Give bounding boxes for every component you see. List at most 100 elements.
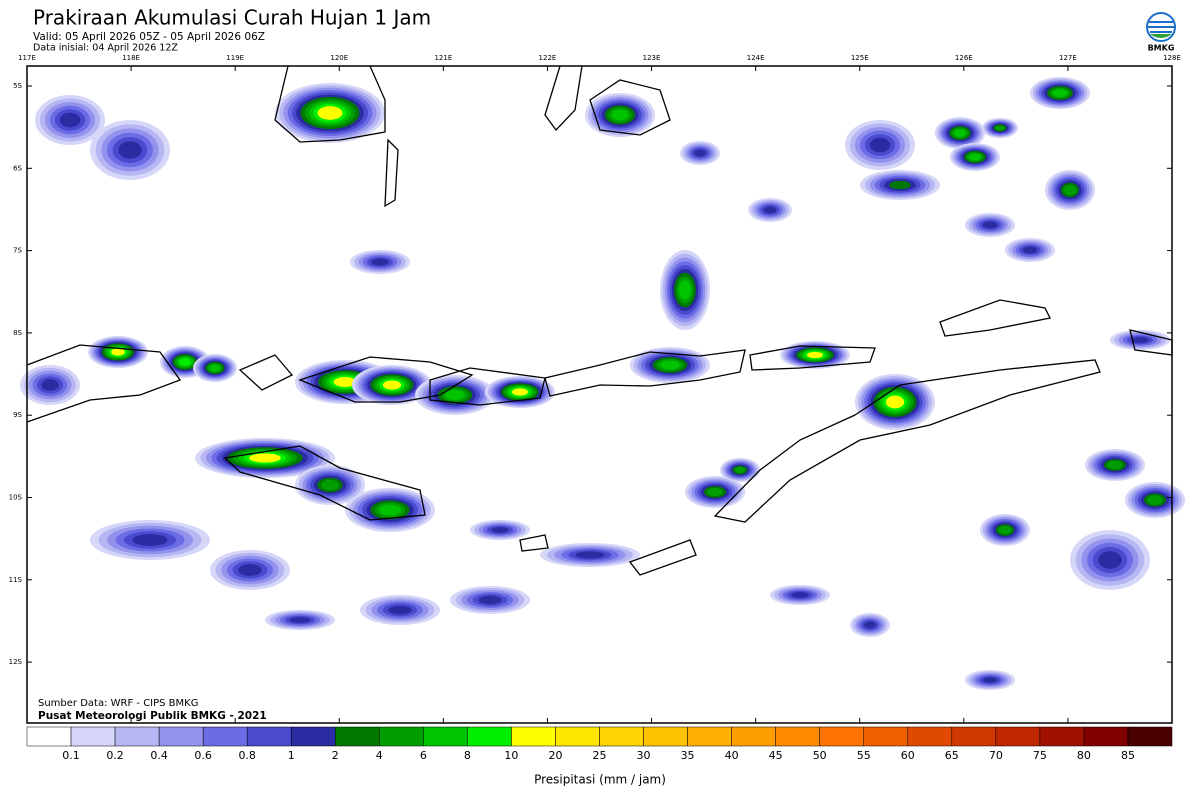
- colorbar-tick-label: 35: [681, 749, 695, 762]
- colorbar-tick-label: 70: [989, 749, 1003, 762]
- colorbar-box: [995, 726, 1041, 747]
- colorbar-tick-label: 8: [464, 749, 471, 762]
- rain-contour: [317, 106, 343, 120]
- rain-contour: [249, 453, 281, 463]
- lon-label: 118E: [122, 54, 140, 62]
- colorbar-tick-label: 85: [1121, 749, 1135, 762]
- lon-label: 121E: [434, 54, 452, 62]
- rain-contour: [179, 358, 191, 366]
- rain-contour: [791, 592, 809, 598]
- rain-contour: [238, 564, 262, 576]
- colorbar-box: [26, 726, 72, 747]
- colorbar-tick-label: 0.6: [194, 749, 212, 762]
- lon-label: 120E: [330, 54, 348, 62]
- source: Sumber Data: WRF - CIPS BMKG: [38, 698, 198, 709]
- valid-time: Valid: 05 April 2026 05Z - 05 April 2026…: [33, 31, 265, 43]
- rain-contour: [118, 141, 142, 159]
- rain-contour: [321, 479, 339, 491]
- colorbar-tick-label: 45: [769, 749, 783, 762]
- colorbar-box: [511, 726, 556, 747]
- colorbar-tick-label: 25: [593, 749, 607, 762]
- rain-contour: [995, 125, 1005, 131]
- logo-text: BMKG: [1148, 44, 1175, 53]
- lon-label: 125E: [851, 54, 869, 62]
- rain-contour: [807, 351, 823, 359]
- rain-contour: [111, 348, 125, 356]
- colorbar-tick-label: 0.4: [150, 749, 168, 762]
- initial-time: Data inisial: 04 April 2026 12Z: [33, 43, 178, 54]
- lat-label: 7S: [13, 247, 22, 255]
- colorbar-box: [158, 726, 204, 747]
- rain-contour: [734, 466, 746, 474]
- colorbar-box: [731, 726, 776, 747]
- rain-contour: [388, 605, 412, 615]
- rain-contour: [968, 153, 982, 161]
- rain-contour: [982, 677, 998, 683]
- rain-contour: [209, 364, 221, 372]
- colorbar-label: Presipitasi (mm / jam): [534, 773, 666, 787]
- rain-contour: [885, 395, 905, 409]
- rain-contour: [864, 621, 876, 629]
- colorbar-tick-label: 60: [901, 749, 915, 762]
- rain-contour: [611, 109, 629, 121]
- lon-label: 122E: [539, 54, 557, 62]
- rain-contour: [763, 206, 777, 214]
- title: Prakiraan Akumulasi Curah Hujan 1 Jam: [33, 6, 431, 30]
- colorbar-box: [687, 726, 732, 747]
- rain-contour: [869, 137, 891, 153]
- rain-contour: [132, 534, 168, 546]
- colorbar-tick-label: 2: [332, 749, 339, 762]
- rain-contour: [478, 595, 502, 605]
- rain-contour: [445, 390, 465, 400]
- colorbar-tick-label: 80: [1077, 749, 1091, 762]
- colorbar-box: [423, 726, 468, 747]
- rain-contour: [333, 377, 357, 387]
- rain-contour: [1107, 460, 1123, 470]
- colorbar-box: [819, 726, 864, 747]
- lon-label: 123E: [643, 54, 661, 62]
- rain-contour: [1052, 89, 1068, 97]
- rain-contour: [660, 360, 680, 370]
- rain-contour: [59, 112, 81, 128]
- rain-contour: [982, 221, 998, 229]
- colorbar-box: [863, 726, 909, 747]
- rain-field: [20, 77, 1185, 690]
- credit: Pusat Meteorologi Publik BMKG - 2021: [38, 710, 267, 722]
- rain-contour: [1063, 184, 1077, 196]
- rain-contour: [678, 280, 692, 300]
- lat-label: 8S: [13, 329, 22, 337]
- lat-label: 6S: [13, 164, 22, 172]
- map-frame: [26, 65, 1173, 724]
- colorbar-box: [202, 726, 248, 747]
- colorbar-tick-label: 6: [420, 749, 427, 762]
- rain-contour: [41, 379, 59, 391]
- colorbar-box: [599, 726, 644, 747]
- colorbar-tick-label: 30: [637, 749, 651, 762]
- colorbar-tick-label: 75: [1033, 749, 1047, 762]
- coastlines: [26, 65, 1173, 576]
- rain-contour: [379, 504, 401, 516]
- rain-contour: [491, 527, 509, 533]
- colorbar-box: [1127, 726, 1173, 747]
- colorbar-box: [643, 726, 688, 747]
- rain-contour: [1022, 246, 1038, 254]
- rain-contour: [889, 180, 911, 190]
- colorbar-box: [246, 726, 292, 747]
- colorbar-box: [555, 726, 600, 747]
- colorbar-box: [114, 726, 160, 747]
- rain-contour: [371, 258, 389, 266]
- rain-contour: [694, 149, 706, 157]
- colorbar-tick-label: 10: [504, 749, 518, 762]
- colorbar-box: [467, 726, 512, 747]
- rain-contour: [1147, 495, 1163, 505]
- lon-label: 126E: [955, 54, 973, 62]
- rain-contour: [953, 129, 967, 137]
- colorbar-box: [951, 726, 997, 747]
- colorbar-tick-label: 50: [813, 749, 827, 762]
- colorbar: 0.1 0.2 0.4 0.6 0.8 1 2 4 6 8 10 20 25 30 35 40 45 50 55 60…: [26, 726, 1173, 762]
- rain-contour: [1098, 551, 1122, 569]
- colorbar-box: [1083, 726, 1129, 747]
- lat-label: 11S: [9, 576, 23, 584]
- colorbar-tick-label: 0.2: [106, 749, 124, 762]
